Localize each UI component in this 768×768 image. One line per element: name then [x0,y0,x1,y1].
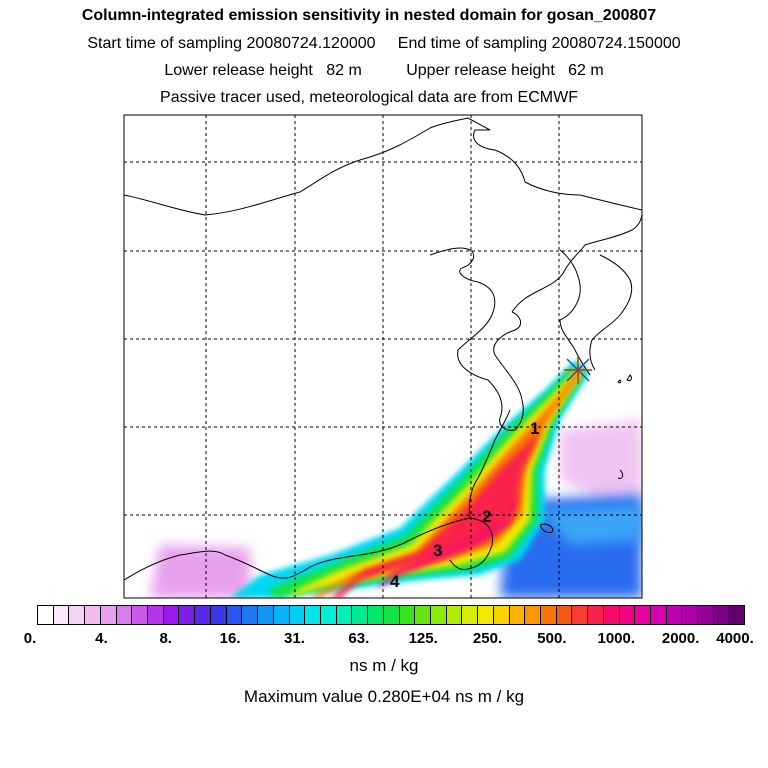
colorbar-swatch [116,606,133,624]
colorbar-swatch [682,606,699,624]
colorbar-swatch [383,606,400,624]
marker-4: 4 [390,572,400,591]
map-frame [123,114,643,599]
colorbar-swatch [619,606,636,624]
colorbar-swatch [509,606,526,624]
colorbar-swatch [635,606,652,624]
sampling-time-line: Start time of sampling 20080724.120000 E… [87,35,681,52]
colorbar-swatch [163,606,180,624]
colorbar-tick-label: 16. [219,630,241,647]
colorbar-tick-label: 2000. [661,630,700,647]
colorbar-swatch [210,606,227,624]
colorbar-swatch [399,606,416,624]
colorbar-tick-label: 1000. [597,630,636,647]
coastlines [124,117,642,581]
release-site-marker [564,356,592,384]
colorbar-swatch [148,606,164,624]
colorbar-swatch [320,606,337,624]
colorbar-swatch [38,606,54,624]
colorbar-swatch [493,606,510,624]
marker-1: 1 [530,419,539,438]
colorbar-swatch [603,606,620,624]
colorbar-units: ns m / kg [349,656,419,675]
colorbar-swatch [100,606,117,624]
colorbar-swatch [226,606,243,624]
colorbar-swatch [415,606,431,624]
colorbar-swatch [462,606,479,624]
colorbar-swatch [430,606,447,624]
colorbar-swatch [242,606,259,624]
colorbar-swatch [651,606,667,624]
colorbar-swatch [289,606,306,624]
colorbar-tick-label: 0. [23,630,37,647]
colorbar-swatch [572,606,589,624]
colorbar-tick-label: 4000. [716,630,754,647]
colorbar-swatch [336,606,353,624]
lat-lon-grid [124,115,642,598]
colorbar-swatch [85,606,101,624]
colorbar-tick-label: 63. [348,630,370,647]
colorbar-swatch [352,606,369,624]
colorbar-tick-label: 125. [408,630,438,647]
colorbar-swatch [588,606,604,624]
colorbar-swatch [541,606,557,624]
colorbar-swatch [713,606,730,624]
colorbar-swatch [556,606,573,624]
colorbar-tick-label: 250. [472,630,503,647]
colorbar-swatch [195,606,211,624]
colorbar-swatch [69,606,86,624]
colorbar-swatch [729,606,745,624]
colorbar-tick-label: 31. [284,630,305,647]
marker-3: 3 [433,541,442,560]
maximum-value-text: Maximum value 0.280E+04 ns m / kg [243,687,525,706]
colorbar-swatch [368,606,384,624]
colorbar-swatch [698,606,714,624]
colorbar-swatch [525,606,541,624]
release-height-line: Lower release height 82 m Upper release … [164,62,604,79]
meteorology-note: Passive tracer used, meteorological data… [160,89,578,106]
colorbar [37,605,745,625]
colorbar-swatch [446,606,463,624]
colorbar-swatch [666,606,683,624]
colorbar-swatch [258,606,274,624]
colorbar-swatch [478,606,494,624]
colorbar-swatch [273,606,290,624]
colorbar-tick-label: 500. [537,630,567,647]
marker-2: 2 [482,507,491,526]
colorbar-swatch [53,606,70,624]
colorbar-tick-label: 4. [95,630,108,647]
colorbar-tick-label: 8. [159,630,172,647]
colorbar-swatch [305,606,321,624]
colorbar-swatch [132,606,149,624]
colorbar-swatch [179,606,196,624]
plot-title: Column-integrated emission sensitivity i… [81,7,657,24]
